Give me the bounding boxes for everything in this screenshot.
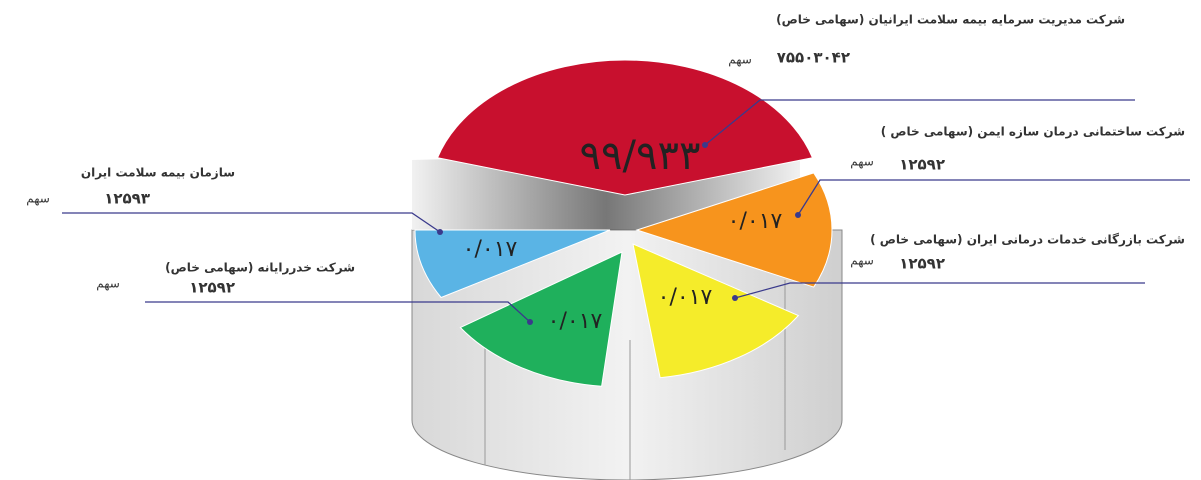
slice-value-label: ۹۹/۹۳۳ — [580, 133, 701, 179]
slice-value-label: ۰/۰۱۷ — [463, 237, 518, 262]
pie-slice — [459, 251, 623, 387]
share-count: ۱۲۵۹۲ — [899, 255, 945, 273]
category-label: سازمان بیمه سلامت ایران — [81, 166, 235, 180]
leader-line — [62, 212, 441, 233]
share-unit: سهم — [850, 254, 874, 268]
slice-value-label: ۰/۰۱۷ — [548, 309, 603, 334]
leader-dot — [732, 295, 738, 301]
share-unit: سهم — [26, 192, 50, 206]
leader-dot — [437, 229, 443, 235]
leader-dot — [702, 142, 708, 148]
leader-line — [704, 99, 1135, 146]
category-label: شرکت مدیریت سرمایه بیمه سلامت ایرانیان (… — [776, 13, 1125, 27]
leader-line — [145, 301, 531, 323]
share-count: ۱۲۵۹۲ — [189, 279, 235, 297]
share-unit: سهم — [728, 53, 752, 67]
pie-slice — [436, 59, 814, 196]
slice-value-label: ۰/۰۱۷ — [658, 285, 713, 310]
category-label: شرکت ساختمانی درمان سازه ایمن (سهامی خاص… — [881, 125, 1185, 139]
slice-value-label: ۰/۰۱۷ — [728, 209, 783, 234]
share-count: ۱۲۵۹۳ — [104, 190, 150, 208]
leader-dot — [795, 212, 801, 218]
category-label: شرکت خدررایانه (سهامی خاص) — [165, 261, 355, 275]
pie-slice — [632, 243, 800, 379]
leader-dot — [527, 319, 533, 325]
category-label: شرکت بازرگانی خدمات درمانی ایران (سهامی … — [870, 233, 1185, 247]
pie-slice — [414, 229, 611, 299]
leader-line — [734, 282, 1145, 299]
leader-line — [797, 179, 1190, 216]
share-count: ۱۲۵۹۲ — [899, 156, 945, 174]
share-unit: سهم — [850, 155, 874, 169]
share-unit: سهم — [96, 277, 120, 291]
share-count: ۷۵۵۰۳۰۴۲ — [777, 49, 850, 67]
